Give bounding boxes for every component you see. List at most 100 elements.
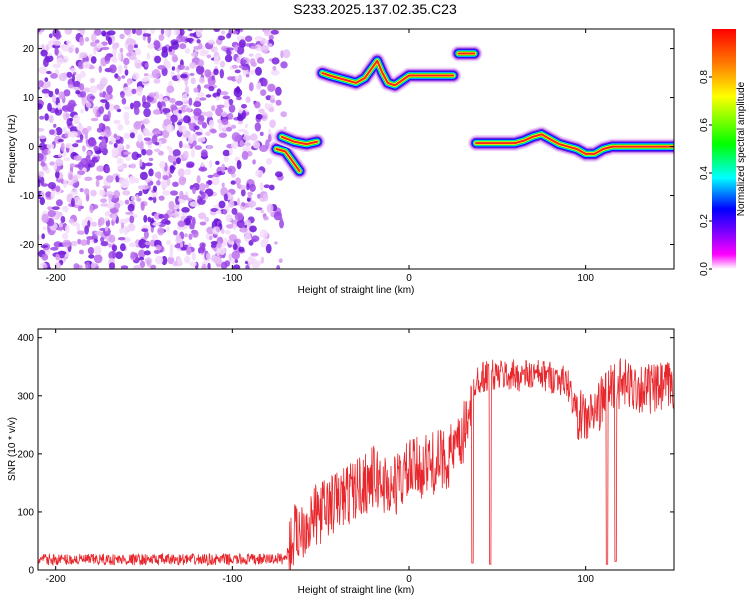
heatmap-noise-cell (96, 42, 104, 49)
heatmap-ridge (314, 52, 462, 94)
heatmap-noise-cell (230, 258, 235, 265)
heatmap-noise-cell (187, 29, 193, 32)
heatmap-noise-cell (204, 216, 210, 223)
heatmap-noise-cell (236, 46, 245, 55)
heatmap-noise-cell (223, 156, 229, 162)
heatmap-noise-cell (123, 29, 131, 36)
heatmap-noise-cell (62, 239, 72, 248)
heatmap-noise-cell (241, 66, 249, 71)
heatmap-noise-cell (138, 185, 146, 190)
heatmap-noise-cell (157, 150, 164, 156)
heatmap-noise-cell (70, 189, 78, 196)
heatmap-noise-cell (206, 226, 215, 235)
heatmap-noise-cell (79, 91, 87, 98)
heatmap-noise-cell (55, 199, 63, 207)
heatmap-noise-cell (255, 113, 263, 120)
heatmap-noise-cell (69, 117, 74, 122)
heatmap-noise-cell (98, 217, 105, 226)
heatmap-noise-cell (163, 97, 169, 103)
heatmap-noise-cell (160, 179, 169, 189)
y-tick-label: 200 (17, 449, 34, 460)
heatmap-noise-cell (134, 121, 141, 128)
heatmap-noise-cell (143, 128, 150, 135)
heatmap-noise-cell (241, 202, 246, 207)
heatmap-noise-cell (258, 108, 265, 114)
heatmap-noise-cell (170, 190, 178, 196)
heatmap-noise-cell (117, 237, 126, 241)
heatmap-noise-cell (234, 212, 244, 221)
heatmap-noise-cell (68, 47, 73, 54)
heatmap-noise-cell (248, 53, 254, 57)
heatmap-noise-cell (126, 52, 132, 57)
heatmap-noise-cell (60, 216, 66, 223)
heatmap-noise-cell (130, 163, 137, 169)
heatmap-noise-cell (53, 123, 57, 128)
heatmap-noise-cell (168, 200, 175, 211)
heatmap-noise-cell (104, 55, 111, 61)
heatmap-noise-cell (134, 44, 138, 49)
heatmap-noise-cell (255, 66, 262, 76)
heatmap-noise-cell (40, 244, 49, 249)
heatmap-noise-cell (159, 160, 166, 169)
heatmap-noise-cell (143, 214, 148, 223)
heatmap-noise-cell (166, 124, 174, 133)
heatmap-noise-cell (143, 108, 151, 118)
heatmap-noise-cell (138, 256, 145, 261)
heatmap-noise-cell (228, 98, 234, 105)
heatmap-noise (38, 29, 291, 269)
heatmap-noise-cell (124, 119, 130, 126)
heatmap-noise-cell (248, 200, 257, 208)
heatmap-noise-cell (64, 206, 69, 213)
heatmap-noise-cell (153, 40, 161, 50)
colorbar-gradient (712, 29, 736, 269)
x-tick-label: -200 (46, 273, 66, 284)
heatmap-noise-cell (146, 258, 152, 268)
heatmap-noise-cell (89, 85, 98, 94)
heatmap-noise-cell (176, 157, 181, 165)
heatmap-noise-cell (42, 226, 47, 230)
heatmap-noise-cell (191, 251, 196, 261)
heatmap-noise-cell (189, 72, 195, 77)
heatmap-noise-cell (188, 97, 193, 106)
heatmap-noise-cell (260, 256, 265, 264)
heatmap-noise-cell (39, 197, 45, 206)
heatmap-noise-cell (264, 39, 269, 45)
heatmap-noise-cell (38, 179, 41, 188)
heatmap-noise-cell (188, 233, 193, 240)
heatmap-noise-cell (125, 37, 134, 47)
heatmap-noise-cell (44, 113, 49, 121)
heatmap-noise-cell (148, 157, 154, 162)
heatmap-noise-cell (148, 92, 157, 98)
heatmap-noise-cell (270, 29, 279, 35)
heatmap-noise-cell (123, 151, 132, 155)
heatmap-noise-cell (187, 134, 194, 144)
heatmap-noise-cell (38, 29, 41, 33)
heatmap-noise-cell (104, 217, 109, 222)
heatmap-noise-cell (197, 120, 204, 125)
heatmap-noise-cell (204, 183, 210, 188)
heatmap-noise-cell (73, 263, 80, 269)
heatmap-noise-cell (180, 212, 188, 216)
heatmap-noise-cell (170, 213, 179, 217)
heatmap-noise-cell (77, 61, 85, 70)
heatmap-noise-cell (200, 149, 208, 158)
heatmap-noise-cell (120, 222, 125, 229)
heatmap-noise-cell (38, 235, 43, 241)
heatmap-noise-cell (123, 132, 130, 139)
heatmap-noise-cell (153, 148, 161, 152)
heatmap-frame (37, 28, 675, 270)
heatmap-noise-cell (131, 88, 137, 95)
heatmap-noise-cell (181, 93, 188, 102)
heatmap-noise-cell (221, 118, 229, 126)
heatmap-noise-cell (250, 252, 259, 257)
colorbar-tick-label: 0.4 (699, 166, 710, 180)
heatmap-noise-cell (114, 42, 120, 49)
heatmap-noise-cell (164, 29, 169, 37)
heatmap-noise-cell (151, 134, 158, 145)
heatmap-noise-cell (101, 138, 106, 147)
heatmap-noise-cell (46, 143, 55, 150)
heatmap-noise-cell (146, 52, 151, 60)
heatmap-noise-cell (213, 68, 219, 76)
heatmap-noise-cell (181, 194, 189, 201)
